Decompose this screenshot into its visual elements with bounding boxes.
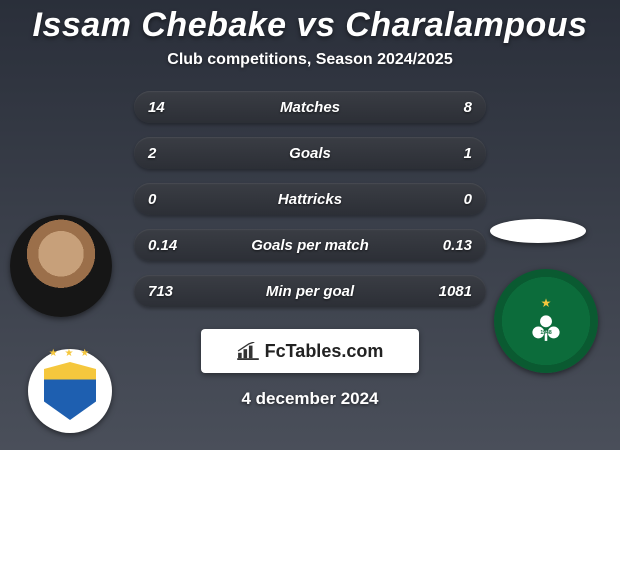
stat-label: Min per goal: [134, 283, 486, 300]
stat-right-value: 1: [464, 145, 472, 162]
star-icon: ★: [541, 296, 552, 310]
stat-label: Matches: [134, 99, 486, 116]
page-title: Issam Chebake vs Charalampous: [0, 6, 620, 45]
club-right-badge: ★ 1948: [494, 269, 598, 373]
source-badge[interactable]: FcTables.com: [201, 329, 419, 373]
stat-right-value: 0: [464, 191, 472, 208]
stat-right-value: 1081: [439, 283, 472, 300]
barchart-icon: [237, 342, 259, 360]
subtitle: Club competitions, Season 2024/2025: [0, 51, 620, 69]
stat-right-value: 0.13: [443, 237, 472, 254]
svg-text:1948: 1948: [540, 330, 551, 336]
stat-label: Hattricks: [134, 191, 486, 208]
comparison-card: Issam Chebake vs Charalampous Club compe…: [0, 0, 620, 450]
stat-label: Goals: [134, 145, 486, 162]
player-left-photo: [10, 215, 112, 317]
clover-icon: 1948: [529, 312, 563, 346]
content-area: ★ ★ ★ ★ 1948 14 Matches 8 2 Goals: [0, 91, 620, 409]
source-text: FcTables.com: [265, 341, 384, 362]
stat-row: 2 Goals 1: [134, 137, 486, 169]
club-left-badge: ★ ★ ★: [28, 349, 112, 433]
stat-label: Goals per match: [134, 237, 486, 254]
stars-icon: ★ ★ ★: [44, 348, 96, 359]
stat-row: 713 Min per goal 1081: [134, 275, 486, 307]
player-right-photo: [490, 219, 586, 243]
stat-row: 14 Matches 8: [134, 91, 486, 123]
stat-right-value: 8: [464, 99, 472, 116]
stat-row: 0 Hattricks 0: [134, 183, 486, 215]
stat-row: 0.14 Goals per match 0.13: [134, 229, 486, 261]
stats-list: 14 Matches 8 2 Goals 1 0 Hattricks 0 0.1…: [134, 91, 486, 307]
shield-icon: [44, 362, 96, 420]
